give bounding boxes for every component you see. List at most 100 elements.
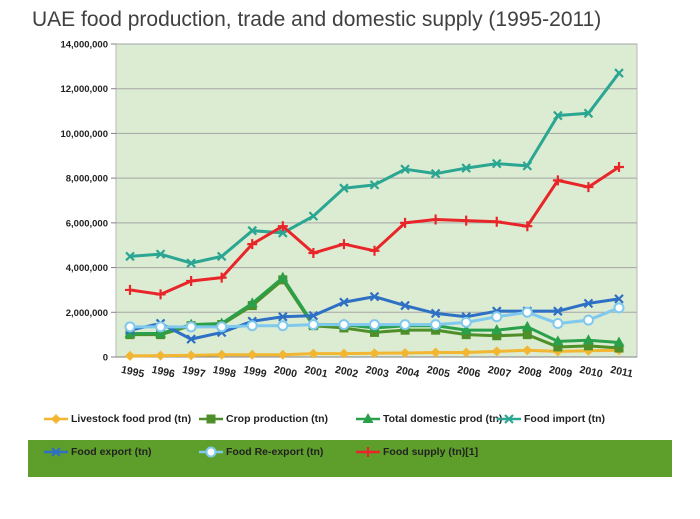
data-point xyxy=(430,214,441,225)
legend-label: Total domestic prod (tn) xyxy=(383,413,503,425)
y-tick-label: 14,000,000 xyxy=(60,40,108,51)
data-point xyxy=(400,217,411,228)
data-point xyxy=(400,300,410,311)
x-tick-label: 2002 xyxy=(334,364,359,381)
series-6 xyxy=(125,161,624,300)
series-5 xyxy=(124,302,625,333)
data-point xyxy=(186,275,197,286)
legend-label: Food supply (tn)[1] xyxy=(383,446,479,458)
x-tick-label: 2009 xyxy=(548,364,573,381)
data-point xyxy=(492,331,502,341)
legend-label: Food export (tn) xyxy=(71,446,152,458)
data-point xyxy=(582,334,594,345)
data-point xyxy=(339,297,349,308)
legend-swatch xyxy=(44,447,68,457)
data-point xyxy=(461,347,472,358)
legend-swatch xyxy=(356,413,380,423)
data-point xyxy=(277,271,289,282)
data-point xyxy=(613,302,625,314)
data-point xyxy=(277,349,288,360)
legend-label: Crop production (tn) xyxy=(226,413,329,425)
data-point xyxy=(124,327,136,338)
data-point xyxy=(552,317,564,329)
legend-swatch xyxy=(497,414,521,424)
data-point xyxy=(614,161,624,172)
data-point xyxy=(186,334,196,344)
data-point xyxy=(431,325,441,335)
x-tick-label: 2003 xyxy=(364,364,389,381)
data-point xyxy=(400,325,410,335)
data-point xyxy=(400,164,410,174)
data-point xyxy=(338,348,349,359)
plot-area xyxy=(115,43,638,358)
legend-item: Food Re-export (tn) xyxy=(199,446,323,458)
data-point xyxy=(522,221,533,232)
x-tick-label: 1999 xyxy=(242,364,267,381)
legend-label: Food Re-export (tn) xyxy=(226,446,324,458)
data-point xyxy=(369,319,380,331)
data-point xyxy=(307,319,319,331)
data-point xyxy=(491,158,502,169)
data-point xyxy=(553,110,563,121)
legend-item: Food import (tn) xyxy=(497,413,605,425)
data-point xyxy=(614,294,624,304)
x-tick-label: 2007 xyxy=(487,364,512,381)
x-tick-label: 2004 xyxy=(395,364,420,381)
data-point xyxy=(339,183,349,193)
data-point xyxy=(206,414,216,424)
footer-band xyxy=(28,440,672,477)
data-point xyxy=(125,284,135,295)
data-point xyxy=(522,345,533,356)
data-point xyxy=(461,330,471,340)
data-point xyxy=(369,245,380,256)
y-tick-label: 4,000,000 xyxy=(66,263,108,274)
data-point xyxy=(460,316,472,328)
data-point xyxy=(613,336,625,347)
data-point xyxy=(277,320,289,332)
legend-swatch xyxy=(199,414,223,424)
data-point xyxy=(369,180,380,190)
legend-item: Livestock food prod (tn) xyxy=(44,413,191,425)
data-point xyxy=(216,272,227,283)
data-point xyxy=(461,163,471,173)
legend-item: Total domestic prod (tn) xyxy=(356,413,502,425)
data-point xyxy=(583,108,594,119)
data-point xyxy=(582,314,594,326)
series-3 xyxy=(125,68,624,268)
data-point xyxy=(583,182,594,193)
data-point xyxy=(246,297,258,308)
data-point xyxy=(522,330,532,340)
data-point xyxy=(216,251,227,262)
data-point xyxy=(491,346,502,357)
data-point xyxy=(308,248,319,259)
data-point xyxy=(51,447,61,457)
legend-label: Livestock food prod (tn) xyxy=(71,413,192,425)
y-tick-label: 10,000,000 xyxy=(60,129,108,140)
data-point xyxy=(338,239,349,250)
data-point xyxy=(246,320,258,332)
data-point xyxy=(614,343,624,353)
y-tick-label: 0 xyxy=(103,353,108,364)
data-point xyxy=(430,308,441,319)
chart-title: UAE food production, trade and domestic … xyxy=(32,8,602,31)
data-point xyxy=(155,350,166,361)
x-tick-label: 2005 xyxy=(426,364,451,381)
legend-label: Food import (tn) xyxy=(524,413,606,425)
data-point xyxy=(308,310,319,321)
y-tick-label: 12,000,000 xyxy=(60,84,108,95)
data-point xyxy=(155,289,166,300)
data-point xyxy=(430,168,441,179)
x-tick-label: 2011 xyxy=(609,364,634,381)
data-point xyxy=(461,215,472,226)
data-point xyxy=(460,324,472,335)
x-tick-label: 1997 xyxy=(181,364,206,381)
data-point xyxy=(247,225,258,236)
data-point xyxy=(491,311,503,323)
data-point xyxy=(125,251,135,262)
x-tick-label: 1996 xyxy=(151,364,176,381)
data-point xyxy=(553,342,563,352)
legend-swatch xyxy=(44,414,68,424)
data-point xyxy=(583,341,593,351)
data-point xyxy=(185,321,197,333)
